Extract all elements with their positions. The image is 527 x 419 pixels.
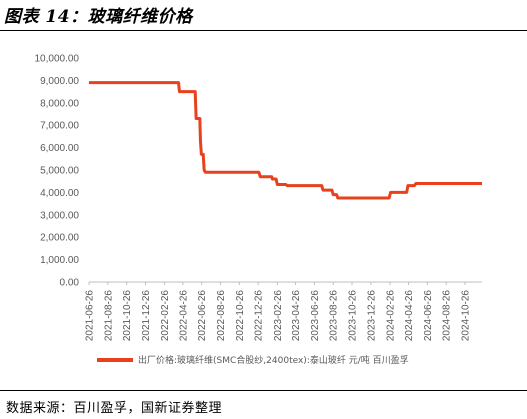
figure-title: 图表 14：玻璃纤维价格 (4, 7, 193, 27)
y-tick-label: 8,000.00 (40, 98, 79, 109)
x-tick-label: 2023-10-26 (348, 290, 359, 342)
legend-label: 出厂价格:玻璃纤维(SMC合股纱,2400tex):泰山玻纤 元/吨 百川盈孚 (138, 354, 409, 366)
y-tick-label: 5,000.00 (40, 166, 79, 177)
x-axis: 2021-06-26 2021-08-26 2021-10-26 2021-12-26… (85, 281, 482, 342)
price-line-chart: 0.00 1,000.00 2,000.00 3,000.00 4,000.00 5,00… (35, 54, 482, 366)
x-tick-label: 2022-04-26 (178, 290, 189, 342)
footer-divider (0, 390, 527, 391)
x-tick-label: 2024-08-26 (442, 290, 453, 342)
x-tick-label: 2021-06-26 (85, 290, 96, 342)
title-divider (0, 30, 527, 31)
series-group (89, 81, 482, 200)
x-tick-label: 2023-02-26 (273, 290, 284, 342)
source-note: 数据来源：百川盈孚，国新证券整理 (6, 401, 223, 416)
y-tick-label: 0.00 (60, 278, 80, 289)
x-tick-label: 2021-12-26 (141, 290, 152, 342)
x-tick-label: 2023-04-26 (291, 290, 302, 342)
y-tick-label: 3,000.00 (40, 210, 79, 221)
y-tick-label: 1,000.00 (40, 255, 79, 266)
y-tick-label: 9,000.00 (40, 76, 79, 87)
legend: 出厂价格:玻璃纤维(SMC合股纱,2400tex):泰山玻纤 元/吨 百川盈孚 (97, 354, 409, 366)
x-tick-label: 2021-08-26 (103, 290, 114, 342)
y-axis: 0.00 1,000.00 2,000.00 3,000.00 4,000.00 5,00… (35, 54, 80, 289)
y-tick-label: 10,000.00 (35, 54, 80, 65)
x-tick-label: 2024-10-26 (461, 290, 472, 342)
x-tick-label: 2022-10-26 (235, 290, 246, 342)
y-tick-label: 4,000.00 (40, 188, 79, 199)
x-tick-label: 2024-04-26 (404, 290, 415, 342)
x-tick-label: 2024-02-26 (386, 290, 397, 342)
x-tick-label: 2023-12-26 (366, 290, 377, 342)
y-tick-label: 2,000.00 (40, 233, 79, 244)
y-tick-label: 7,000.00 (40, 121, 79, 132)
x-tick-label: 2021-10-26 (122, 290, 133, 342)
x-tick-label: 2022-06-26 (197, 290, 208, 342)
x-tick-label: 2024-06-26 (423, 290, 434, 342)
x-tick-label: 2022-12-26 (254, 290, 265, 342)
x-tick-label: 2022-02-26 (160, 290, 171, 342)
series-line (89, 81, 482, 200)
y-tick-label: 6,000.00 (40, 143, 79, 154)
x-tick-label: 2022-08-26 (216, 290, 227, 342)
x-tick-label: 2023-06-26 (310, 290, 321, 342)
x-tick-label: 2023-08-26 (329, 290, 340, 342)
